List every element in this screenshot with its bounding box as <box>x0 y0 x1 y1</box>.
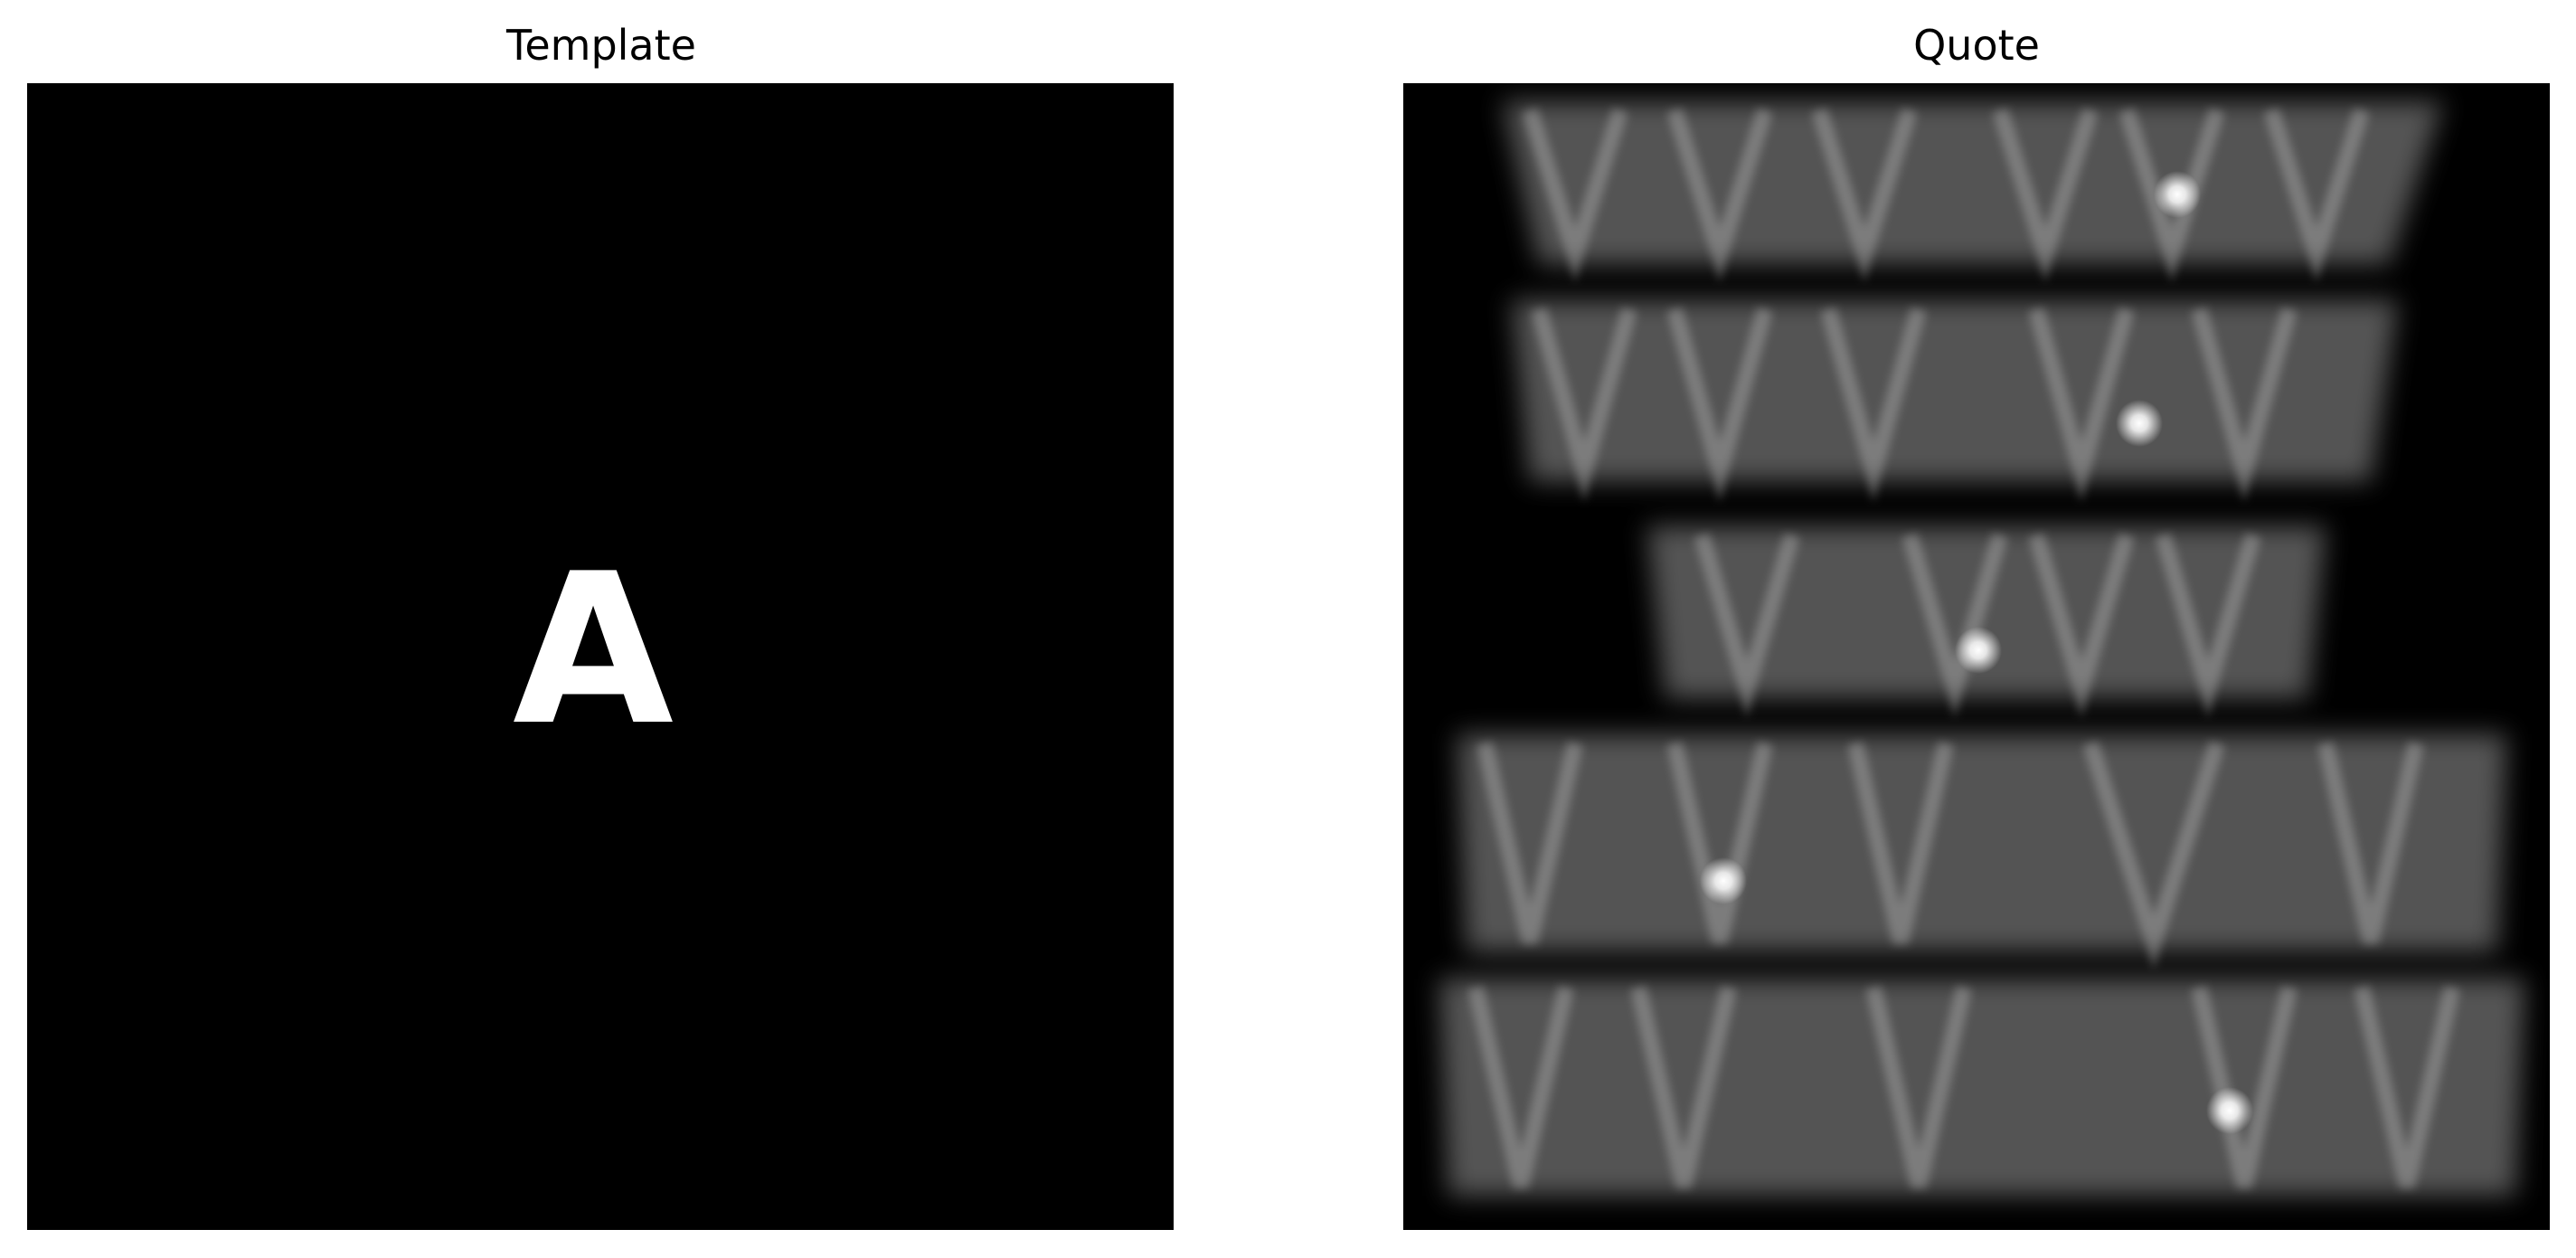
template-panel-title: Template <box>27 18 1175 72</box>
template-image: A <box>27 83 1174 1230</box>
quote-correlation-image <box>1403 83 2550 1230</box>
quote-canvas <box>1403 83 2550 1230</box>
peak-4 <box>1700 857 1747 904</box>
template-canvas: A <box>27 83 1174 1230</box>
peak-2 <box>2116 400 2163 447</box>
peak-5 <box>2206 1087 2253 1134</box>
peak-3 <box>1955 627 2002 674</box>
quote-panel-title: Quote <box>1402 18 2551 72</box>
template-letter: A <box>513 530 674 771</box>
peak-1 <box>2154 171 2201 218</box>
